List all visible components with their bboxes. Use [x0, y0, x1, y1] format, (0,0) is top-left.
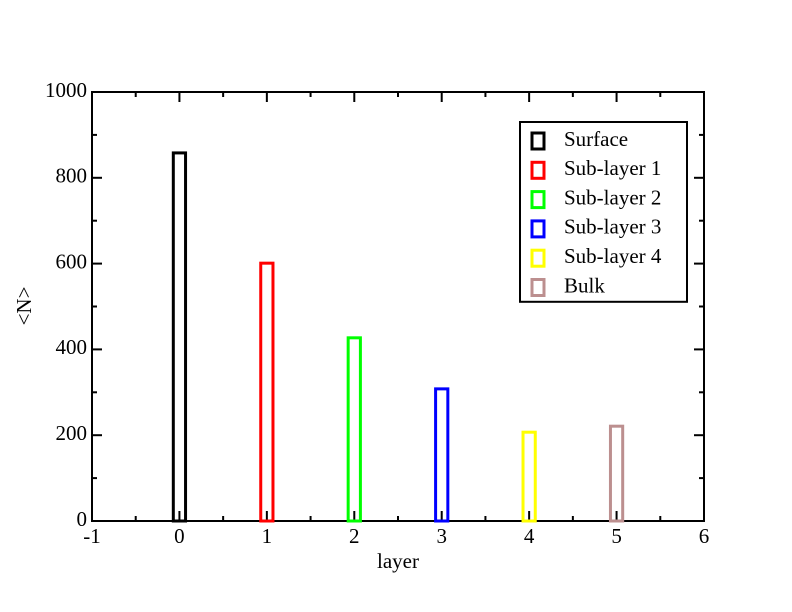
legend-label: Sub-layer 4 [564, 244, 662, 268]
x-tick-label: -1 [83, 524, 101, 548]
x-tick-label: 2 [349, 524, 360, 548]
bar [259, 261, 275, 523]
bar [434, 387, 450, 523]
legend-label: Sub-layer 1 [564, 156, 661, 180]
bar [521, 430, 537, 523]
y-tick-label: 1000 [45, 78, 87, 102]
y-tick-label: 400 [56, 335, 88, 359]
legend-swatch [530, 248, 546, 268]
x-tick-label: 3 [436, 524, 447, 548]
y-tick-label: 200 [56, 421, 88, 445]
bar [171, 151, 188, 523]
y-tick-label: 800 [56, 164, 88, 188]
legend-label: Sub-layer 2 [564, 185, 661, 209]
bar [608, 424, 625, 523]
x-tick-label: 5 [611, 524, 622, 548]
x-tick-label: 1 [262, 524, 273, 548]
legend-swatch [530, 190, 546, 210]
y-tick-label: 600 [56, 249, 88, 273]
y-axis-label: <N> [12, 287, 36, 326]
legend-box [519, 121, 688, 303]
bar [346, 336, 362, 523]
x-tick-label: 4 [524, 524, 535, 548]
x-axis-label: layer [377, 549, 419, 573]
y-tick-label: 0 [77, 507, 88, 531]
legend-label: Surface [564, 127, 628, 151]
x-tick-label: 6 [699, 524, 710, 548]
legend-swatch [530, 131, 546, 151]
legend-swatch [530, 160, 546, 180]
x-tick-label: 0 [174, 524, 185, 548]
legend-swatch [530, 278, 546, 297]
legend-label: Bulk [564, 273, 605, 297]
legend-label: Sub-layer 3 [564, 215, 661, 239]
legend-swatch [530, 219, 546, 239]
